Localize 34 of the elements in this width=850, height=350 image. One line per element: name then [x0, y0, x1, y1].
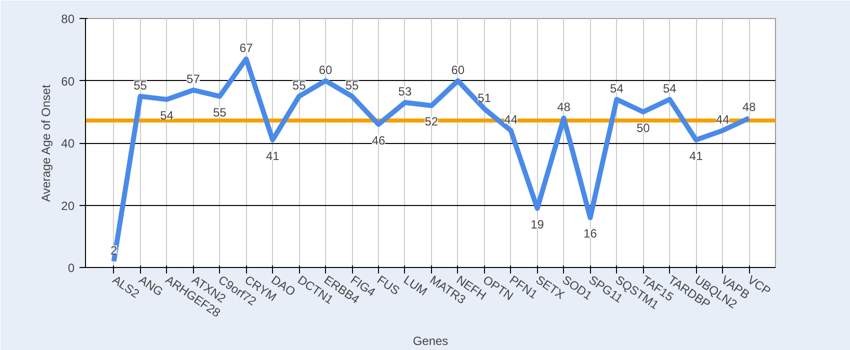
y-tick-label: 0: [68, 261, 75, 275]
data-label: 60: [451, 62, 465, 77]
data-label: 55: [213, 105, 227, 120]
data-label: 67: [239, 40, 254, 55]
data-label: 44: [716, 112, 730, 127]
data-label: 55: [345, 78, 360, 92]
data-label: 48: [557, 100, 571, 114]
data-label: 2: [110, 243, 118, 258]
data-label: 54: [662, 81, 677, 96]
y-tick-label: 80: [61, 12, 75, 26]
data-label: 41: [689, 148, 704, 163]
y-tick-label: 20: [61, 198, 75, 213]
data-label: 50: [636, 120, 650, 135]
data-label: 19: [530, 217, 544, 232]
x-tick-label: LUM: [401, 272, 430, 299]
x-axis-title: Genes: [412, 334, 448, 348]
data-label: 44: [504, 112, 518, 127]
data-label: 54: [160, 108, 174, 122]
data-label: 48: [742, 100, 756, 114]
y-axis-title: Average Age of Onset: [39, 84, 54, 202]
data-label: 55: [292, 78, 306, 92]
x-tick-label: FUS: [374, 272, 402, 298]
data-label: 16: [584, 226, 598, 241]
data-label: 41: [266, 148, 280, 163]
data-label: 54: [610, 81, 624, 96]
data-label: 46: [372, 133, 386, 148]
data-label: 60: [318, 62, 333, 77]
y-tick-label: 60: [61, 74, 75, 88]
y-tick-label: 40: [61, 136, 75, 150]
data-label: 55: [134, 78, 148, 92]
data-label: 57: [186, 72, 200, 86]
data-label: 52: [424, 114, 438, 129]
data-label: 53: [398, 84, 412, 99]
data-label: 51: [478, 90, 492, 105]
